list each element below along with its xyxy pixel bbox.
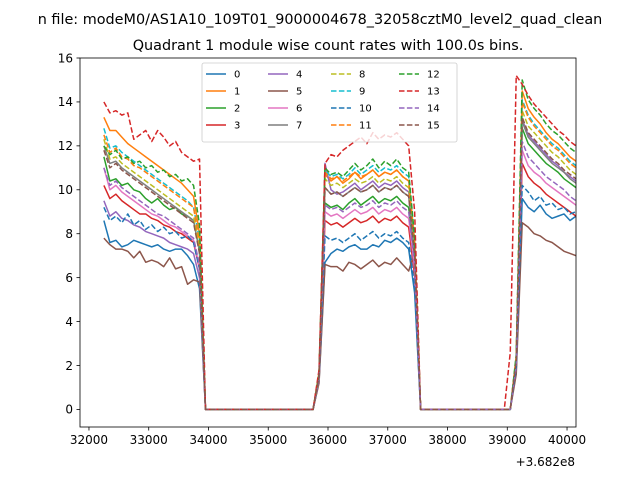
x-tick-label: 39000 bbox=[488, 433, 526, 447]
legend-label-0: 0 bbox=[234, 70, 240, 81]
x-tick-label: 32000 bbox=[70, 433, 108, 447]
legend-label-9: 9 bbox=[359, 87, 365, 98]
x-tick-label: 35000 bbox=[249, 433, 287, 447]
x-axis: 32000 33000 34000 35000 36000 37000 38000 39000… bbox=[70, 427, 586, 447]
legend-frame bbox=[201, 62, 458, 143]
x-tick-label: 38000 bbox=[428, 433, 466, 447]
x-axis-offset-label: +3.682e8 bbox=[516, 455, 575, 469]
series-line-14 bbox=[103, 140, 576, 411]
series-line-10 bbox=[103, 184, 576, 411]
chart-title: Quadrant 1 module wise count rates with … bbox=[133, 38, 524, 54]
series-line-4 bbox=[103, 118, 576, 411]
legend-label-4: 4 bbox=[296, 70, 302, 81]
y-tick-label: 8 bbox=[65, 227, 73, 241]
series-line-3 bbox=[103, 162, 576, 411]
legend-label-7: 7 bbox=[296, 121, 302, 132]
x-tick-label: 33000 bbox=[130, 433, 168, 447]
x-tick-label: 34000 bbox=[189, 433, 227, 447]
y-tick-label: 14 bbox=[58, 95, 73, 109]
x-tick-label: 40000 bbox=[548, 433, 586, 447]
legend-label-3: 3 bbox=[234, 121, 240, 132]
y-tick-label: 6 bbox=[65, 271, 73, 285]
legend-label-15: 15 bbox=[427, 121, 440, 132]
legend-label-5: 5 bbox=[296, 87, 302, 98]
series-line-13 bbox=[103, 74, 576, 411]
series-line-12 bbox=[103, 79, 576, 411]
y-tick-label: 2 bbox=[65, 359, 73, 373]
series-line-1 bbox=[103, 90, 576, 411]
series-line-9 bbox=[103, 98, 576, 411]
series-line-15 bbox=[103, 116, 576, 411]
figure-suptitle: n file: modeM0/AS1A10_109T01_9000004678_… bbox=[38, 12, 603, 28]
series-lines bbox=[103, 74, 576, 411]
series-line-5 bbox=[103, 221, 576, 411]
y-tick-label: 16 bbox=[58, 51, 73, 65]
legend-label-1: 1 bbox=[234, 87, 240, 98]
y-tick-label: 0 bbox=[65, 403, 73, 417]
legend-label-8: 8 bbox=[359, 70, 365, 81]
legend-label-14: 14 bbox=[427, 104, 440, 115]
legend-label-10: 10 bbox=[359, 104, 372, 115]
legend-label-2: 2 bbox=[234, 104, 240, 115]
series-line-0 bbox=[103, 197, 576, 411]
legend-label-11: 11 bbox=[359, 121, 372, 132]
y-axis: 0 2 4 6 8 10 12 14 16 bbox=[58, 51, 80, 417]
x-tick-label: 37000 bbox=[369, 433, 407, 447]
legend-label-13: 13 bbox=[427, 87, 440, 98]
y-tick-label: 10 bbox=[58, 183, 73, 197]
y-tick-label: 12 bbox=[58, 139, 73, 153]
series-line-11 bbox=[103, 101, 576, 411]
legend-label-12: 12 bbox=[427, 70, 440, 81]
legend-label-6: 6 bbox=[296, 104, 302, 115]
x-tick-label: 36000 bbox=[309, 433, 347, 447]
y-tick-label: 4 bbox=[65, 315, 73, 329]
series-line-8 bbox=[103, 109, 576, 411]
